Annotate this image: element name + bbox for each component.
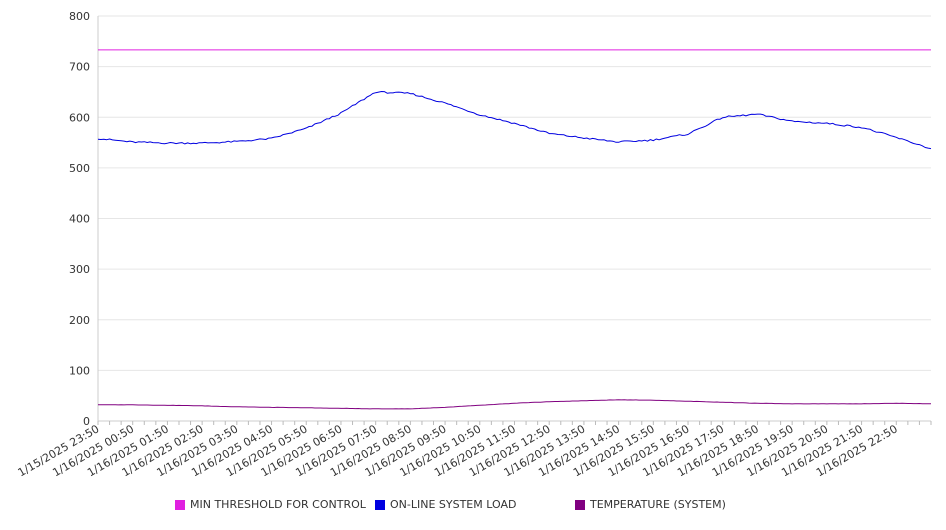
legend-item-temperature: TEMPERATURE (SYSTEM): [575, 498, 726, 511]
y-tick-label: 500: [69, 162, 90, 175]
legend-swatch-system-load: [375, 499, 385, 510]
y-tick-label: 600: [69, 111, 90, 124]
y-tick-label: 400: [69, 213, 90, 226]
series-line-system-load: [97, 91, 932, 150]
y-tick-label: 100: [69, 364, 90, 377]
legend-label-system-load: ON-LINE SYSTEM LOAD: [390, 498, 517, 511]
legend-item-min-threshold: MIN THRESHOLD FOR CONTROL: [175, 498, 366, 511]
y-tick-label: 700: [69, 61, 90, 74]
legend-label-min-threshold: MIN THRESHOLD FOR CONTROL: [190, 498, 366, 511]
y-tick-label: 200: [69, 314, 90, 327]
y-tick-label: 0: [83, 415, 90, 428]
legend-swatch-temperature: [575, 499, 585, 510]
y-tick-label: 800: [69, 10, 90, 23]
legend-swatch-min-threshold: [175, 499, 185, 510]
y-tick-label: 300: [69, 263, 90, 276]
legend: MIN THRESHOLD FOR CONTROL ON-LINE SYSTEM…: [0, 498, 946, 514]
legend-item-system-load: ON-LINE SYSTEM LOAD: [375, 498, 516, 511]
series-line-temperature: [98, 399, 932, 410]
legend-label-temperature: TEMPERATURE (SYSTEM): [590, 498, 726, 511]
